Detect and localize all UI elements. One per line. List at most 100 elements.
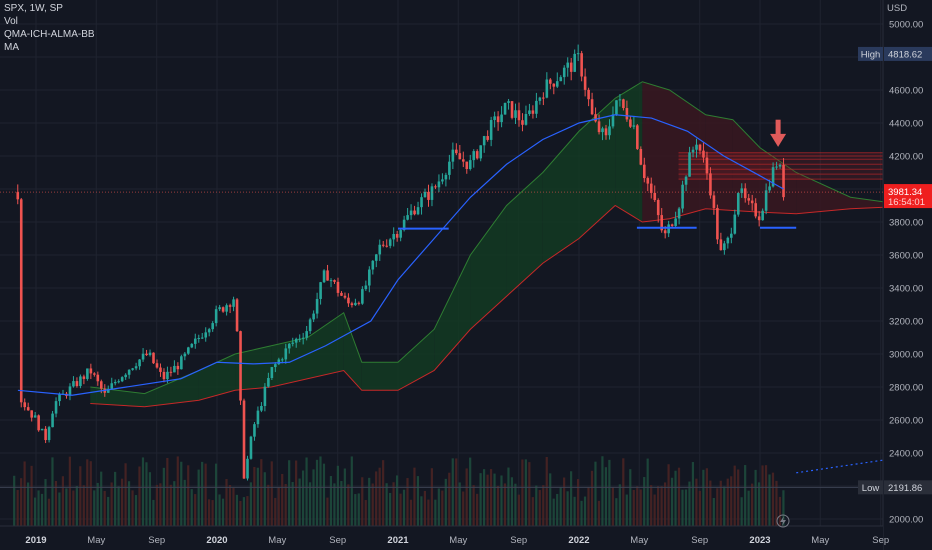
volume-bar bbox=[768, 474, 771, 526]
volume-bar bbox=[13, 475, 16, 526]
volume-bar bbox=[677, 467, 681, 526]
volume-bar bbox=[221, 498, 225, 526]
volume-bar bbox=[152, 499, 155, 526]
legend-indicator[interactable]: QMA-ICH-ALMA-BB bbox=[4, 29, 95, 40]
candle-body bbox=[138, 359, 141, 367]
volume-bar bbox=[385, 483, 388, 526]
legend-ma[interactable]: MA bbox=[4, 42, 19, 53]
volume-bar bbox=[604, 467, 608, 526]
candle-body bbox=[555, 81, 559, 87]
candle-body bbox=[712, 195, 716, 208]
candle-body bbox=[378, 244, 382, 255]
candle-body bbox=[54, 401, 58, 414]
candle-body bbox=[200, 337, 204, 339]
volume-bar bbox=[368, 477, 371, 526]
volume-bar bbox=[476, 493, 479, 526]
candle-body bbox=[152, 352, 155, 364]
candle-body bbox=[364, 285, 368, 290]
candle-body bbox=[587, 89, 590, 100]
volume-bar bbox=[590, 470, 594, 526]
candle-body bbox=[166, 371, 169, 380]
volume-bar bbox=[281, 473, 284, 526]
candle-body bbox=[590, 99, 594, 115]
volume-bar bbox=[134, 495, 138, 526]
volume-bar bbox=[392, 482, 395, 526]
volume-bar bbox=[47, 498, 51, 526]
candle-body bbox=[291, 342, 295, 344]
candle-body bbox=[594, 114, 597, 122]
volume-bar bbox=[319, 456, 322, 526]
volume-bar bbox=[465, 468, 468, 526]
candle-body bbox=[86, 368, 89, 379]
candle-body bbox=[667, 224, 670, 234]
volume-bar bbox=[204, 463, 207, 526]
volume-bar bbox=[716, 488, 719, 526]
volume-bar bbox=[89, 461, 92, 526]
time-axis-panel bbox=[0, 526, 883, 550]
volume-bar bbox=[737, 469, 740, 526]
candle-body bbox=[569, 62, 573, 72]
candle-body bbox=[124, 374, 127, 378]
volume-bar bbox=[580, 500, 583, 526]
volume-bar bbox=[218, 494, 221, 526]
volume-bar bbox=[187, 465, 190, 526]
candle-body bbox=[333, 280, 336, 282]
volume-bar bbox=[138, 466, 141, 526]
candle-body bbox=[625, 108, 629, 120]
volume-bar bbox=[340, 481, 343, 526]
candle-body bbox=[221, 307, 225, 312]
candle-body bbox=[448, 161, 451, 175]
volume-bar bbox=[406, 478, 409, 526]
candle-body bbox=[684, 176, 688, 185]
volume-bar bbox=[145, 462, 148, 526]
candle-body bbox=[274, 364, 277, 368]
volume-bar bbox=[657, 486, 660, 526]
candle-body bbox=[113, 381, 117, 384]
candle-body bbox=[486, 136, 489, 140]
candle-body bbox=[510, 101, 514, 118]
lightning-icon bbox=[776, 514, 790, 528]
volume-bar bbox=[514, 483, 517, 526]
candle-body bbox=[670, 224, 674, 226]
time-tick-label: 2021 bbox=[387, 535, 409, 546]
volume-bar bbox=[51, 457, 54, 526]
volume-bar bbox=[556, 493, 559, 526]
legend-symbol[interactable]: SPX, 1W, SP bbox=[4, 3, 63, 14]
volume-bar bbox=[650, 485, 653, 526]
candle-body bbox=[420, 197, 423, 208]
candle-body bbox=[615, 100, 618, 115]
volume-bar bbox=[395, 475, 399, 526]
candle-body bbox=[653, 192, 657, 200]
volume-bar bbox=[235, 494, 239, 526]
candle-body bbox=[552, 83, 556, 87]
volume-bar bbox=[308, 482, 312, 526]
support-lines bbox=[398, 226, 797, 230]
candle-body bbox=[562, 67, 566, 78]
volume-bar bbox=[54, 481, 58, 526]
candle-body bbox=[326, 270, 329, 281]
volume-bar bbox=[587, 487, 590, 526]
candle-body bbox=[434, 186, 437, 188]
volume-bar bbox=[444, 478, 447, 526]
volume-bar bbox=[545, 457, 548, 526]
price-tick-label: 4400.00 bbox=[889, 119, 923, 130]
volume-bar bbox=[507, 467, 510, 526]
volume-bar bbox=[615, 498, 618, 526]
candle-body bbox=[381, 244, 385, 246]
candle-body bbox=[148, 352, 152, 356]
volume-bar bbox=[549, 473, 552, 526]
legend-volume[interactable]: Vol bbox=[4, 16, 18, 27]
candle-body bbox=[399, 230, 402, 238]
candle-body bbox=[40, 428, 44, 431]
candle-body bbox=[743, 188, 747, 199]
candle-body bbox=[26, 407, 30, 411]
candle-body bbox=[538, 97, 542, 101]
volume-bar bbox=[371, 483, 374, 526]
cloud-segment bbox=[361, 362, 398, 391]
candle-body bbox=[507, 101, 510, 103]
cloud-segment bbox=[796, 172, 851, 214]
volume-trendline bbox=[796, 459, 887, 474]
candle-body bbox=[663, 230, 667, 234]
candle-body bbox=[388, 239, 392, 246]
